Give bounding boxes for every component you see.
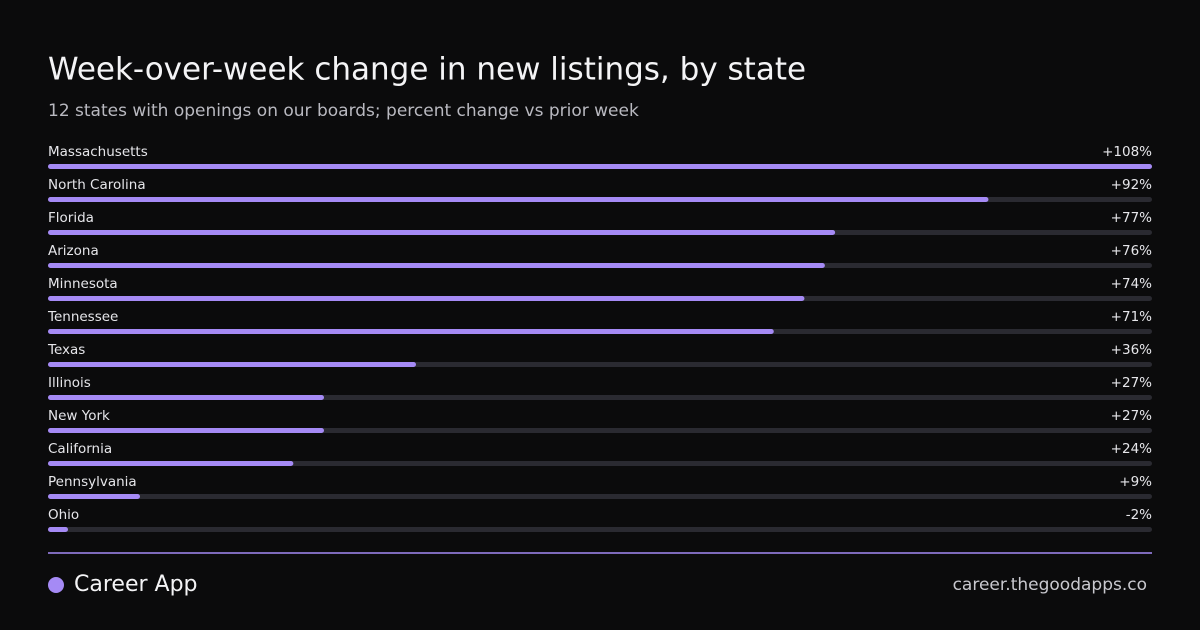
- state-label: North Carolina: [48, 177, 146, 193]
- state-label: Illinois: [48, 375, 91, 391]
- brand-dot: [48, 577, 64, 593]
- bar: [48, 494, 140, 499]
- bar-track: [48, 461, 1152, 466]
- site-url: career.thegoodapps.co: [953, 575, 1147, 595]
- state-label: California: [48, 441, 112, 457]
- bar: [48, 362, 416, 367]
- bar-track: [48, 494, 1152, 499]
- value-label: +76%: [1111, 243, 1152, 259]
- value-label: +24%: [1111, 441, 1152, 457]
- state-label: New York: [48, 408, 110, 424]
- bar: [48, 395, 324, 400]
- value-label: +36%: [1111, 342, 1152, 358]
- value-label: +74%: [1111, 276, 1152, 292]
- bar: [48, 461, 294, 466]
- bar: [48, 527, 68, 532]
- value-label: -2%: [1126, 507, 1152, 523]
- bar: [48, 164, 1152, 169]
- value-label: +92%: [1111, 177, 1152, 193]
- bar: [48, 428, 324, 433]
- state-label: Arizona: [48, 243, 99, 259]
- chart-title: Week-over-week change in new listings, b…: [48, 52, 806, 88]
- state-label: Ohio: [48, 507, 79, 523]
- value-label: +27%: [1111, 375, 1152, 391]
- bar: [48, 263, 825, 268]
- value-label: +77%: [1111, 210, 1152, 226]
- value-label: +9%: [1119, 474, 1152, 490]
- state-label: Florida: [48, 210, 94, 226]
- chart-subtitle: 12 states with openings on our boards; p…: [48, 101, 639, 121]
- value-label: +27%: [1111, 408, 1152, 424]
- bar: [48, 296, 805, 301]
- state-label: Massachusetts: [48, 144, 148, 160]
- brand-name: Career App: [74, 572, 198, 597]
- bar-track: [48, 395, 1152, 400]
- state-label: Minnesota: [48, 276, 118, 292]
- bar: [48, 197, 989, 202]
- value-label: +71%: [1111, 309, 1152, 325]
- state-label: Tennessee: [47, 309, 118, 325]
- bar-track: [48, 527, 1152, 532]
- bar: [48, 329, 774, 334]
- value-label: +108%: [1102, 144, 1152, 160]
- state-label: Pennsylvania: [48, 474, 137, 490]
- bar: [48, 230, 836, 235]
- bar-track: [48, 428, 1152, 433]
- state-label: Texas: [47, 342, 85, 358]
